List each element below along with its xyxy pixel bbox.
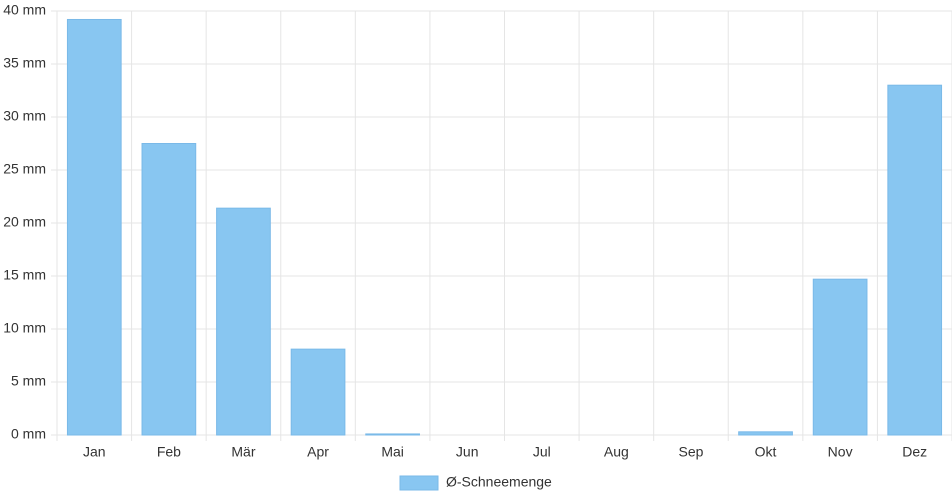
bar <box>365 433 420 436</box>
x-tick-label: Mär <box>231 444 255 460</box>
x-tick-label: Mai <box>381 444 404 460</box>
bar <box>290 348 346 436</box>
y-tick-label: 15 mm <box>3 267 46 283</box>
y-tick-label: 20 mm <box>3 214 46 230</box>
legend-swatch <box>399 475 439 491</box>
x-tick-label: Aug <box>604 444 629 460</box>
x-tick-label: Okt <box>755 444 777 460</box>
x-tick-label: Dez <box>902 444 927 460</box>
y-tick-label: 30 mm <box>3 108 46 124</box>
y-tick-label: 25 mm <box>3 161 46 177</box>
x-tick-label: Jul <box>533 444 551 460</box>
legend-label: Ø-Schneemenge <box>446 474 552 490</box>
bar <box>66 18 122 436</box>
y-tick-label: 40 mm <box>3 2 46 18</box>
bar <box>812 278 868 436</box>
y-tick-label: 5 mm <box>11 373 46 389</box>
bar <box>141 143 197 436</box>
bar <box>738 431 793 436</box>
x-tick-label: Jun <box>456 444 479 460</box>
x-tick-label: Sep <box>678 444 703 460</box>
bar <box>887 84 943 436</box>
y-tick-label: 35 mm <box>3 55 46 71</box>
x-tick-label: Jan <box>83 444 106 460</box>
x-tick-label: Apr <box>307 444 329 460</box>
y-tick-label: 0 mm <box>11 426 46 442</box>
bar <box>216 207 271 436</box>
x-tick-label: Feb <box>157 444 181 460</box>
x-tick-label: Nov <box>828 444 853 460</box>
y-tick-label: 10 mm <box>3 320 46 336</box>
